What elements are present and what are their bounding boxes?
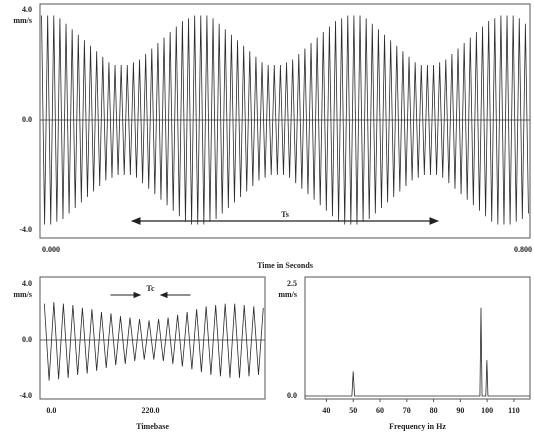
- x-axis-label: Frequency in Hz: [389, 422, 446, 431]
- annotation: Tc: [146, 284, 155, 293]
- y-tick-label: 4.0: [22, 279, 32, 288]
- x-tick-label: 0.800: [514, 245, 532, 254]
- x-tick-label: 100: [481, 406, 493, 415]
- x-tick-label: 90: [456, 406, 464, 415]
- annotation: Ts: [281, 210, 289, 219]
- plot-frame: [39, 3, 531, 239]
- x-tick-label: 40: [322, 406, 330, 415]
- plot-frame: [39, 276, 266, 400]
- signal-line: [41, 15, 529, 225]
- y-tick-label: 0.0: [22, 335, 32, 344]
- x-tick-label: 0.0: [46, 406, 56, 415]
- x-axis-label: Time in Seconds: [257, 261, 313, 270]
- x-tick-label: 110: [508, 406, 520, 415]
- x-tick-label: 60: [376, 406, 384, 415]
- x-axis-label: Timebase: [136, 422, 169, 431]
- y-tick-label: 4.0: [22, 5, 32, 14]
- y-tick-label: 0.0: [287, 391, 297, 400]
- x-tick-label: 80: [430, 406, 438, 415]
- plot-frame: [304, 276, 531, 400]
- signal-line: [43, 302, 264, 381]
- y-tick-label: 2.5: [287, 279, 297, 288]
- y-tick-label: -4.0: [19, 225, 32, 234]
- x-tick-label: 70: [403, 406, 411, 415]
- x-tick-label: 50: [349, 406, 357, 415]
- y-unit: mm/s: [13, 290, 32, 299]
- x-tick-label: 220.0: [142, 406, 160, 415]
- y-tick-label: -4.0: [19, 391, 32, 400]
- signal-line: [305, 307, 530, 397]
- y-unit: mm/s: [278, 290, 297, 299]
- y-tick-label: 0.0: [22, 115, 32, 124]
- x-tick-label: 0.000: [42, 245, 60, 254]
- y-unit: mm/s: [13, 16, 32, 25]
